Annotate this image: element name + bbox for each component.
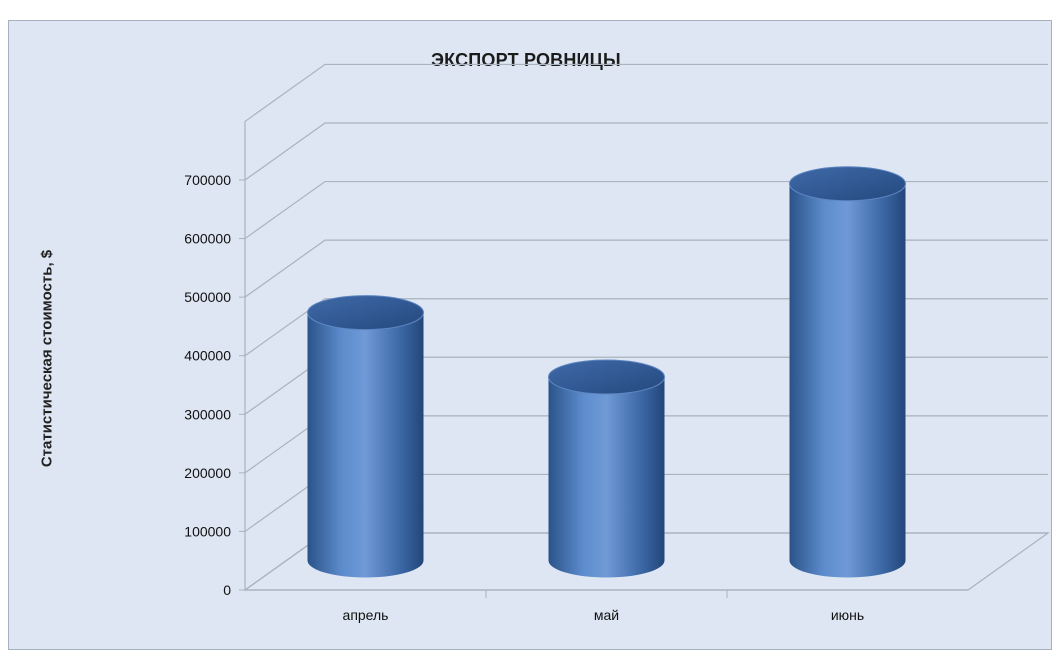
bar-body <box>307 312 424 578</box>
y-tick-label: 0 <box>223 582 231 598</box>
bar-body <box>548 377 665 578</box>
y-tick-label: 400000 <box>184 348 231 364</box>
bar-top-cap <box>548 359 665 395</box>
x-tick-label: май <box>594 607 619 623</box>
bar-body <box>789 183 906 578</box>
y-tick-label: 100000 <box>184 523 231 539</box>
y-tick-label: 500000 <box>184 289 231 305</box>
x-tick-label: апрель <box>343 607 389 623</box>
gridline <box>244 63 1048 122</box>
y-tick-label: 200000 <box>184 465 231 481</box>
bar-июнь <box>789 166 906 578</box>
gridline <box>244 122 1048 181</box>
gridline <box>244 180 1048 240</box>
y-tick-label: 600000 <box>184 231 231 247</box>
bar-top-cap <box>789 166 906 202</box>
y-tick-label: 700000 <box>184 172 231 188</box>
y-tick-label: 300000 <box>184 406 231 422</box>
bar-май <box>548 359 665 578</box>
x-tick-label: июнь <box>831 607 864 623</box>
bar-апрель <box>307 295 424 578</box>
gridline <box>244 239 1048 298</box>
bar-top-cap <box>307 295 424 331</box>
